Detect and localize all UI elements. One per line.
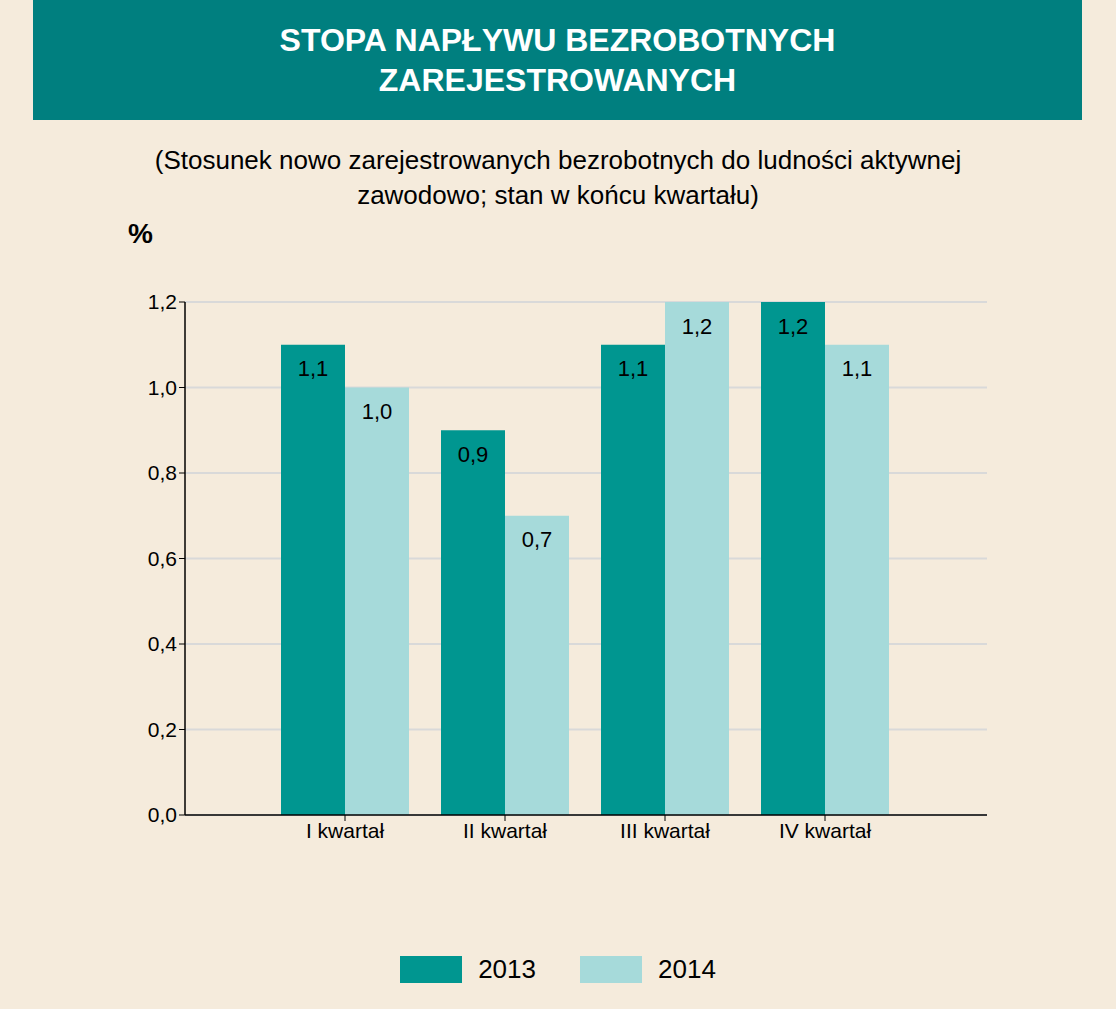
svg-text:0,9: 0,9 <box>458 442 489 467</box>
svg-text:II kwartał: II kwartał <box>463 819 547 842</box>
svg-text:0,4: 0,4 <box>148 632 178 655</box>
svg-text:1,0: 1,0 <box>362 399 393 424</box>
svg-text:I kwartał: I kwartał <box>306 819 385 842</box>
html-text:STOPA NAPŁYWU BEZROBOTNYCH ZAR: STOPA NAPŁYWU BEZROBOTNYCH ZAREJESTROWAN… <box>279 22 836 98</box>
svg-text:1,2: 1,2 <box>778 314 809 339</box>
svg-text:0,6: 0,6 <box>148 547 177 570</box>
svg-text:1,2: 1,2 <box>682 314 713 339</box>
svg-text:0,7: 0,7 <box>522 527 553 552</box>
html-text:(Stosunek nowo zarejestrowanyc: (Stosunek nowo zarejestrowanych bezrobot… <box>154 145 962 210</box>
svg-text:0,8: 0,8 <box>148 461 177 484</box>
svg-text:III kwartał: III kwartał <box>620 819 710 842</box>
svg-text:0,2: 0,2 <box>148 718 177 741</box>
svg-text:1,0: 1,0 <box>148 376 177 399</box>
svg-text:1,1: 1,1 <box>618 356 649 381</box>
svg-text:1,2: 1,2 <box>148 290 177 313</box>
svg-text:0,0: 0,0 <box>148 803 177 826</box>
html-text:2013: 2013 <box>478 954 536 984</box>
svg-text:IV kwartał: IV kwartał <box>779 819 872 842</box>
html-text:2014: 2014 <box>658 954 716 984</box>
svg-text:1,1: 1,1 <box>842 356 873 381</box>
svg-text:1,1: 1,1 <box>298 356 329 381</box>
